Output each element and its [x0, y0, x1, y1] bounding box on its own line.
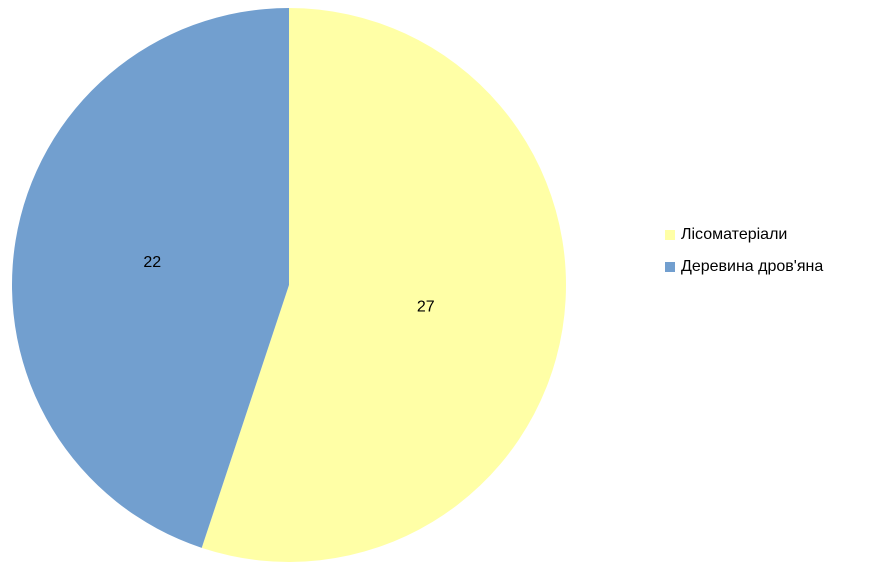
- legend-label: Лісоматеріали: [681, 226, 787, 243]
- data-label: 22: [143, 254, 161, 271]
- legend-label: Деревина дров'яна: [681, 258, 823, 275]
- data-label: 27: [417, 298, 435, 315]
- pie-slice: [12, 8, 290, 548]
- pie-slice: [201, 8, 567, 562]
- legend-swatch: [665, 262, 675, 272]
- legend-swatch: [665, 230, 675, 240]
